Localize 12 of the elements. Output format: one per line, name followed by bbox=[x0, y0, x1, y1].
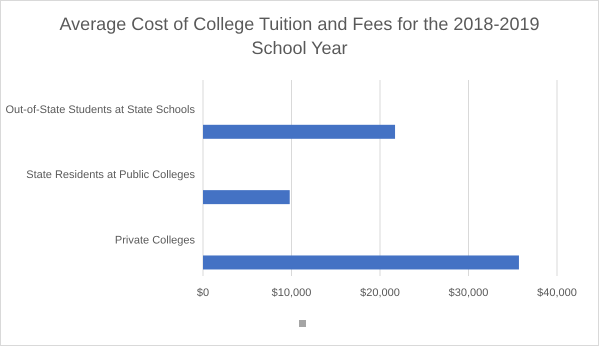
bar bbox=[203, 255, 519, 270]
x-tick-label: $20,000 bbox=[360, 287, 400, 299]
x-tick-label: $30,000 bbox=[448, 287, 488, 299]
bar bbox=[203, 124, 396, 139]
chart-title: Average Cost of College Tuition and Fees for the 2018-2019 School Year bbox=[60, 14, 540, 58]
bar bbox=[203, 190, 290, 204]
x-tick-label: $40,000 bbox=[537, 287, 577, 299]
y-tick-label: State Residents at Public Colleges bbox=[26, 169, 196, 182]
x-tick-label: $10,000 bbox=[272, 287, 312, 299]
y-tick-label: Out-of-State Students at State Schools bbox=[5, 104, 196, 116]
y-tick-label: Private Colleges bbox=[114, 234, 196, 246]
x-tick-label: $0 bbox=[196, 287, 210, 299]
